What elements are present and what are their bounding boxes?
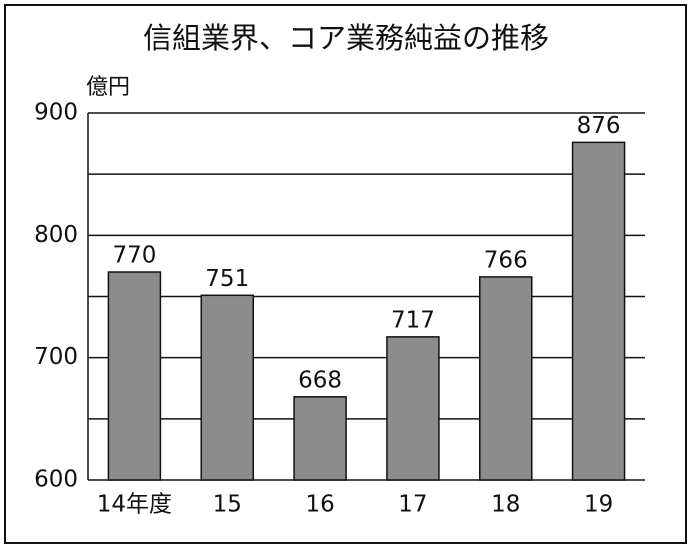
value-label: 770 <box>112 243 156 269</box>
bar <box>571 141 626 481</box>
x-tick-label: 19 <box>584 492 613 518</box>
y-tick-label: 700 <box>34 344 78 370</box>
bar <box>293 396 347 481</box>
x-tick-label: 16 <box>305 492 334 518</box>
x-tick-label: 14年度 <box>97 492 172 518</box>
bar <box>107 271 162 481</box>
value-label: 876 <box>577 113 621 139</box>
value-label: 668 <box>298 367 342 393</box>
value-label: 717 <box>391 307 435 333</box>
y-tick-label: 600 <box>34 467 78 493</box>
bar <box>200 294 254 481</box>
bar <box>479 276 533 481</box>
value-label: 766 <box>484 247 528 273</box>
y-tick-label: 800 <box>34 222 78 248</box>
value-label: 751 <box>205 266 249 292</box>
x-tick-label: 15 <box>213 492 242 518</box>
bar <box>386 336 440 481</box>
y-tick-label: 900 <box>34 100 78 126</box>
x-tick-label: 17 <box>398 492 427 518</box>
chart-title: 信組業界、コア業務純益の推移 <box>143 21 549 55</box>
y-unit: 億円 <box>86 75 130 100</box>
x-tick-label: 18 <box>491 492 520 518</box>
